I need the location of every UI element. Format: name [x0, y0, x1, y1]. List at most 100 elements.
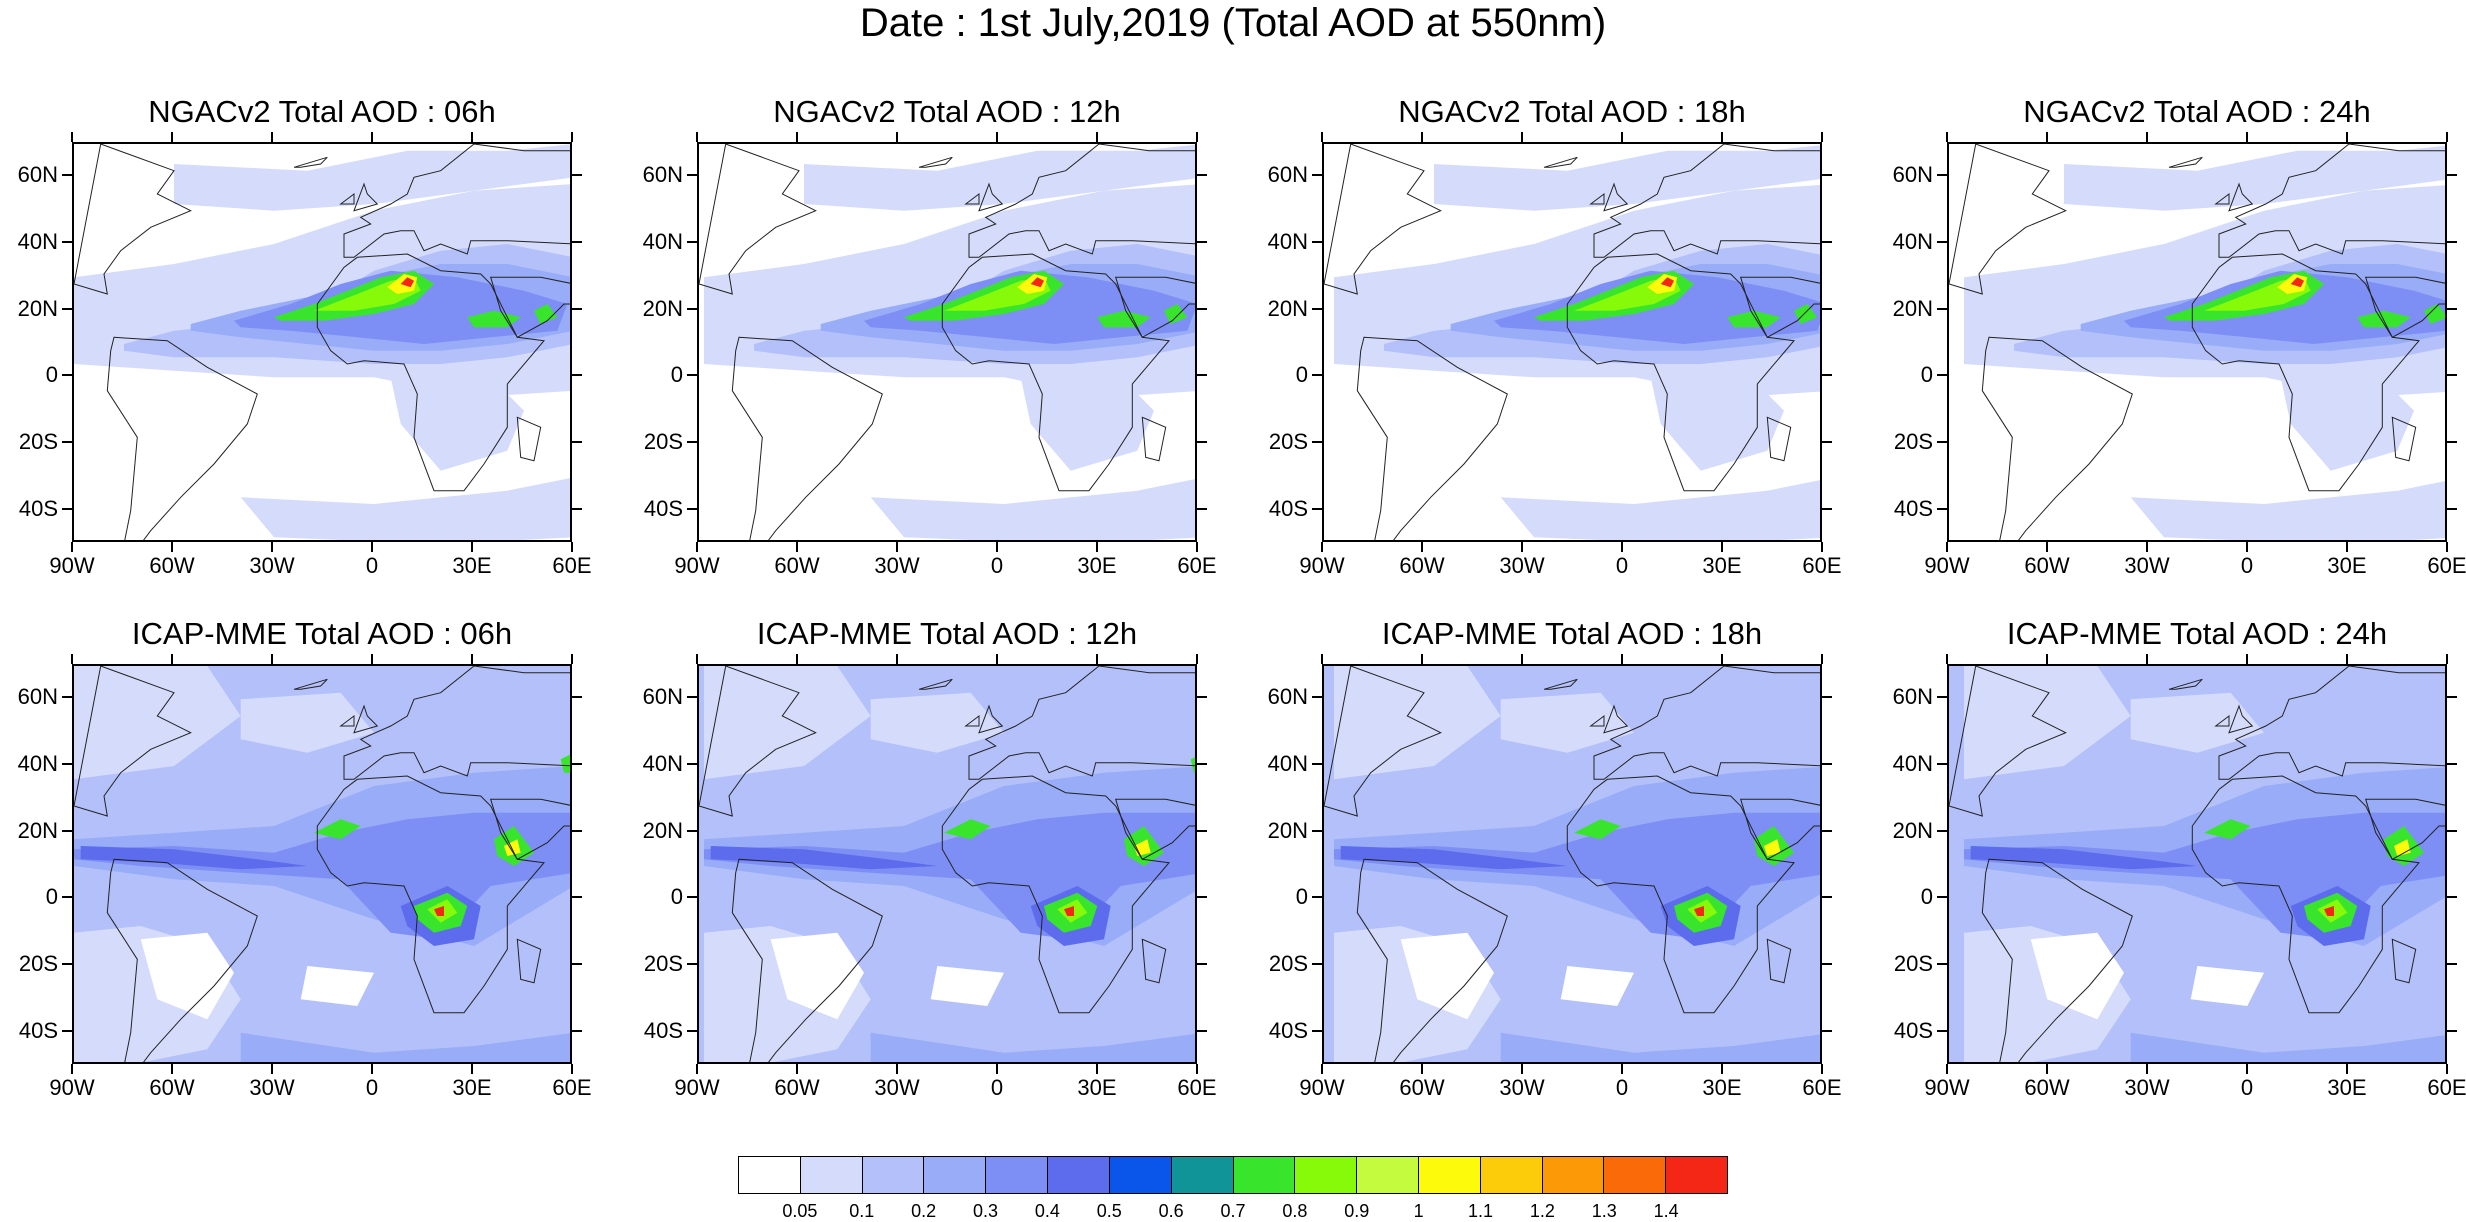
colorbar-swatch — [1666, 1157, 1727, 1193]
coastline — [2218, 666, 2445, 780]
coastline — [964, 714, 980, 727]
colorbar-swatch — [1295, 1157, 1358, 1193]
aod-field-svg — [74, 666, 570, 1062]
y-tick-label: 40S — [18, 1017, 58, 1043]
map-panel: ICAP-MME Total AOD : 24h 60N 40N 20N 0 20S 40S… — [1893, 616, 2466, 1100]
x-tick — [2346, 1064, 2348, 1074]
y-tick — [1822, 174, 1832, 177]
x-tick — [71, 132, 73, 142]
y-tick-label: 20N — [1892, 295, 1933, 321]
x-tick — [2446, 132, 2448, 142]
x-tick — [896, 132, 898, 142]
y-tick — [1197, 829, 1207, 832]
y-tick — [1822, 241, 1832, 243]
coastline — [731, 858, 883, 1062]
x-tick-label: 60W — [149, 1075, 195, 1100]
x-tick — [71, 1064, 73, 1074]
aod-region — [704, 666, 871, 780]
panel-title: ICAP-MME Total AOD : 18h — [1381, 616, 1763, 651]
x-tick — [996, 542, 998, 552]
y-tick — [1197, 1029, 1207, 1032]
coastline — [339, 714, 355, 727]
aod-region — [870, 479, 1195, 540]
x-tick — [696, 542, 698, 552]
y-tick-label: 20N — [1267, 817, 1308, 843]
y-tick-label: 0 — [670, 362, 683, 388]
colorbar-label: 1.1 — [1467, 1201, 1494, 1221]
aod-region — [1500, 1032, 1820, 1062]
aod-region — [467, 310, 521, 328]
y-tick-label: 40S — [643, 1017, 683, 1043]
aod-region — [1434, 145, 1820, 211]
y-tick-label: 20S — [1893, 429, 1933, 454]
x-tick — [1946, 1064, 1948, 1074]
x-tick — [2246, 1064, 2248, 1074]
y-tick — [1822, 896, 1832, 899]
y-tick — [2447, 696, 2457, 699]
coastline — [1740, 798, 1820, 860]
y-tick — [1937, 507, 1947, 510]
aod-region — [504, 839, 521, 856]
aod-region — [2130, 1032, 2445, 1062]
aod-region — [2357, 310, 2411, 328]
coastline — [2228, 182, 2254, 212]
coastline — [490, 276, 570, 338]
x-tick — [2046, 542, 2048, 552]
x-tick-label: 60E — [2427, 553, 2466, 578]
x-tick-label: 90W — [1924, 553, 1970, 578]
y-tick — [1312, 307, 1322, 310]
x-tick — [1621, 542, 1623, 552]
y-tick — [687, 174, 697, 177]
colorbar-label: 0.05 — [782, 1201, 818, 1221]
y-tick — [572, 307, 582, 310]
x-tick-label: 60E — [2427, 1075, 2466, 1100]
x-tick — [996, 132, 998, 142]
y-tick — [1822, 696, 1832, 699]
y-tick — [1937, 441, 1947, 443]
x-tick-label: 30W — [2124, 1075, 2170, 1100]
x-tick — [1321, 654, 1323, 664]
y-tick — [62, 507, 72, 510]
y-tick — [572, 696, 582, 699]
aod-region — [1340, 846, 1568, 870]
y-tick-label: 40N — [642, 751, 683, 776]
coastline — [353, 704, 379, 734]
x-tick — [1521, 1064, 1523, 1074]
y-tick — [687, 507, 697, 510]
aod-region — [2030, 932, 2124, 1020]
coastline — [316, 253, 545, 492]
aod-region — [1030, 277, 1044, 288]
panel-title: NGACv2 Total AOD : 24h — [2023, 94, 2371, 129]
colorbar-swatch — [1048, 1157, 1110, 1193]
x-tick-label: 30W — [249, 553, 295, 578]
x-tick-label: 60W — [1399, 553, 1445, 578]
x-tick-label: 30W — [874, 1075, 920, 1100]
y-tick — [62, 696, 72, 699]
y-tick-label: 20N — [1892, 817, 1933, 843]
aod-region — [1064, 906, 1074, 916]
coastline — [1766, 416, 1792, 462]
aod-region — [1727, 310, 1781, 328]
x-tick — [896, 1064, 898, 1074]
y-tick-label: 60N — [1892, 684, 1933, 710]
coastline — [1115, 798, 1195, 860]
x-tick — [1421, 654, 1423, 664]
y-tick-label: 20S — [18, 951, 58, 976]
y-tick — [572, 374, 582, 377]
x-tick-label: 60W — [149, 553, 195, 578]
coastline — [1589, 714, 1605, 727]
y-tick — [1197, 896, 1207, 899]
y-tick — [687, 696, 697, 699]
coastline — [2168, 678, 2203, 690]
colorbar-swatch — [739, 1157, 801, 1193]
x-tick — [2346, 542, 2348, 552]
aod-region — [2064, 145, 2445, 211]
coastline — [918, 156, 953, 168]
x-tick-label: 30W — [2124, 553, 2170, 578]
aod-region — [770, 932, 864, 1020]
colorbar-swatch — [1480, 1157, 1543, 1193]
colorbar-swatch — [1109, 1157, 1172, 1193]
coastline — [941, 775, 1170, 1014]
y-tick-label: 60N — [642, 684, 683, 710]
coastline — [339, 192, 355, 205]
